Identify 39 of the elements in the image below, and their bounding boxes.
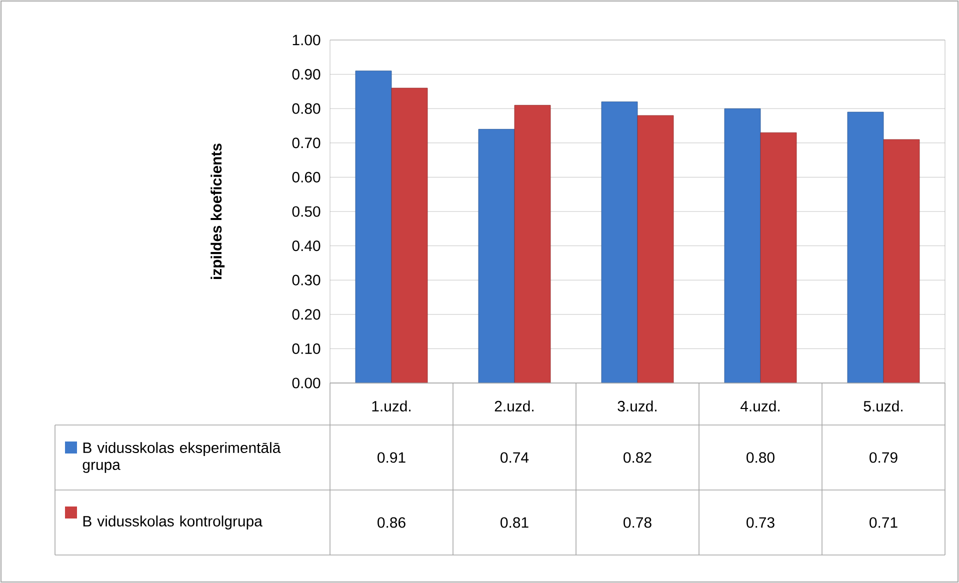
legend-label: B vidusskolas kontrolgrupa	[83, 516, 262, 530]
bar	[637, 115, 674, 384]
x-tick-label: 5.uzd.	[864, 400, 902, 412]
y-tick-label: 0.50	[292, 206, 320, 217]
y-tick-label: 0.80	[292, 103, 320, 114]
y-tick-label: 0.70	[292, 138, 320, 148]
x-tick-label: 1.uzd.	[372, 400, 410, 412]
y-tick-label: 0.40	[292, 240, 320, 252]
data-label: 0.91	[378, 452, 406, 463]
x-tick-label: 3.uzd.	[618, 400, 656, 412]
y-tick-label: 0.10	[292, 343, 320, 354]
data-label: 0.73	[746, 517, 774, 528]
y-tick-label: 0.00	[292, 378, 320, 388]
bar	[847, 112, 884, 384]
x-tick-label: 2.uzd.	[494, 400, 534, 412]
y-tick-label: 0.30	[292, 274, 320, 286]
data-label: 0.82	[624, 452, 652, 463]
bar	[391, 88, 428, 384]
bar	[478, 128, 515, 384]
y-axis-title: izpildes koeficients	[210, 144, 225, 279]
bar	[514, 104, 551, 384]
data-label: 0.81	[500, 517, 528, 528]
bar	[355, 70, 392, 384]
bar	[601, 102, 638, 384]
bar	[724, 108, 761, 384]
data-label: 0.86	[378, 517, 406, 528]
x-tick-label: 4.uzd.	[740, 400, 780, 412]
bar	[760, 132, 797, 384]
data-label: 0.80	[746, 452, 774, 463]
y-tick-label: 0.60	[292, 172, 320, 182]
y-tick-label: 0.90	[292, 69, 320, 80]
data-label: 0.79	[870, 452, 898, 463]
legend-label: B vidusskolas eksperimentālā grupa	[82, 442, 281, 473]
y-tick-label: 0.20	[292, 309, 320, 320]
data-label: 0.74	[500, 452, 529, 463]
y-tick-label: 1.00	[292, 34, 320, 46]
data-label: 0.71	[870, 517, 898, 528]
bar	[883, 139, 920, 384]
data-label: 0.78	[624, 517, 652, 528]
